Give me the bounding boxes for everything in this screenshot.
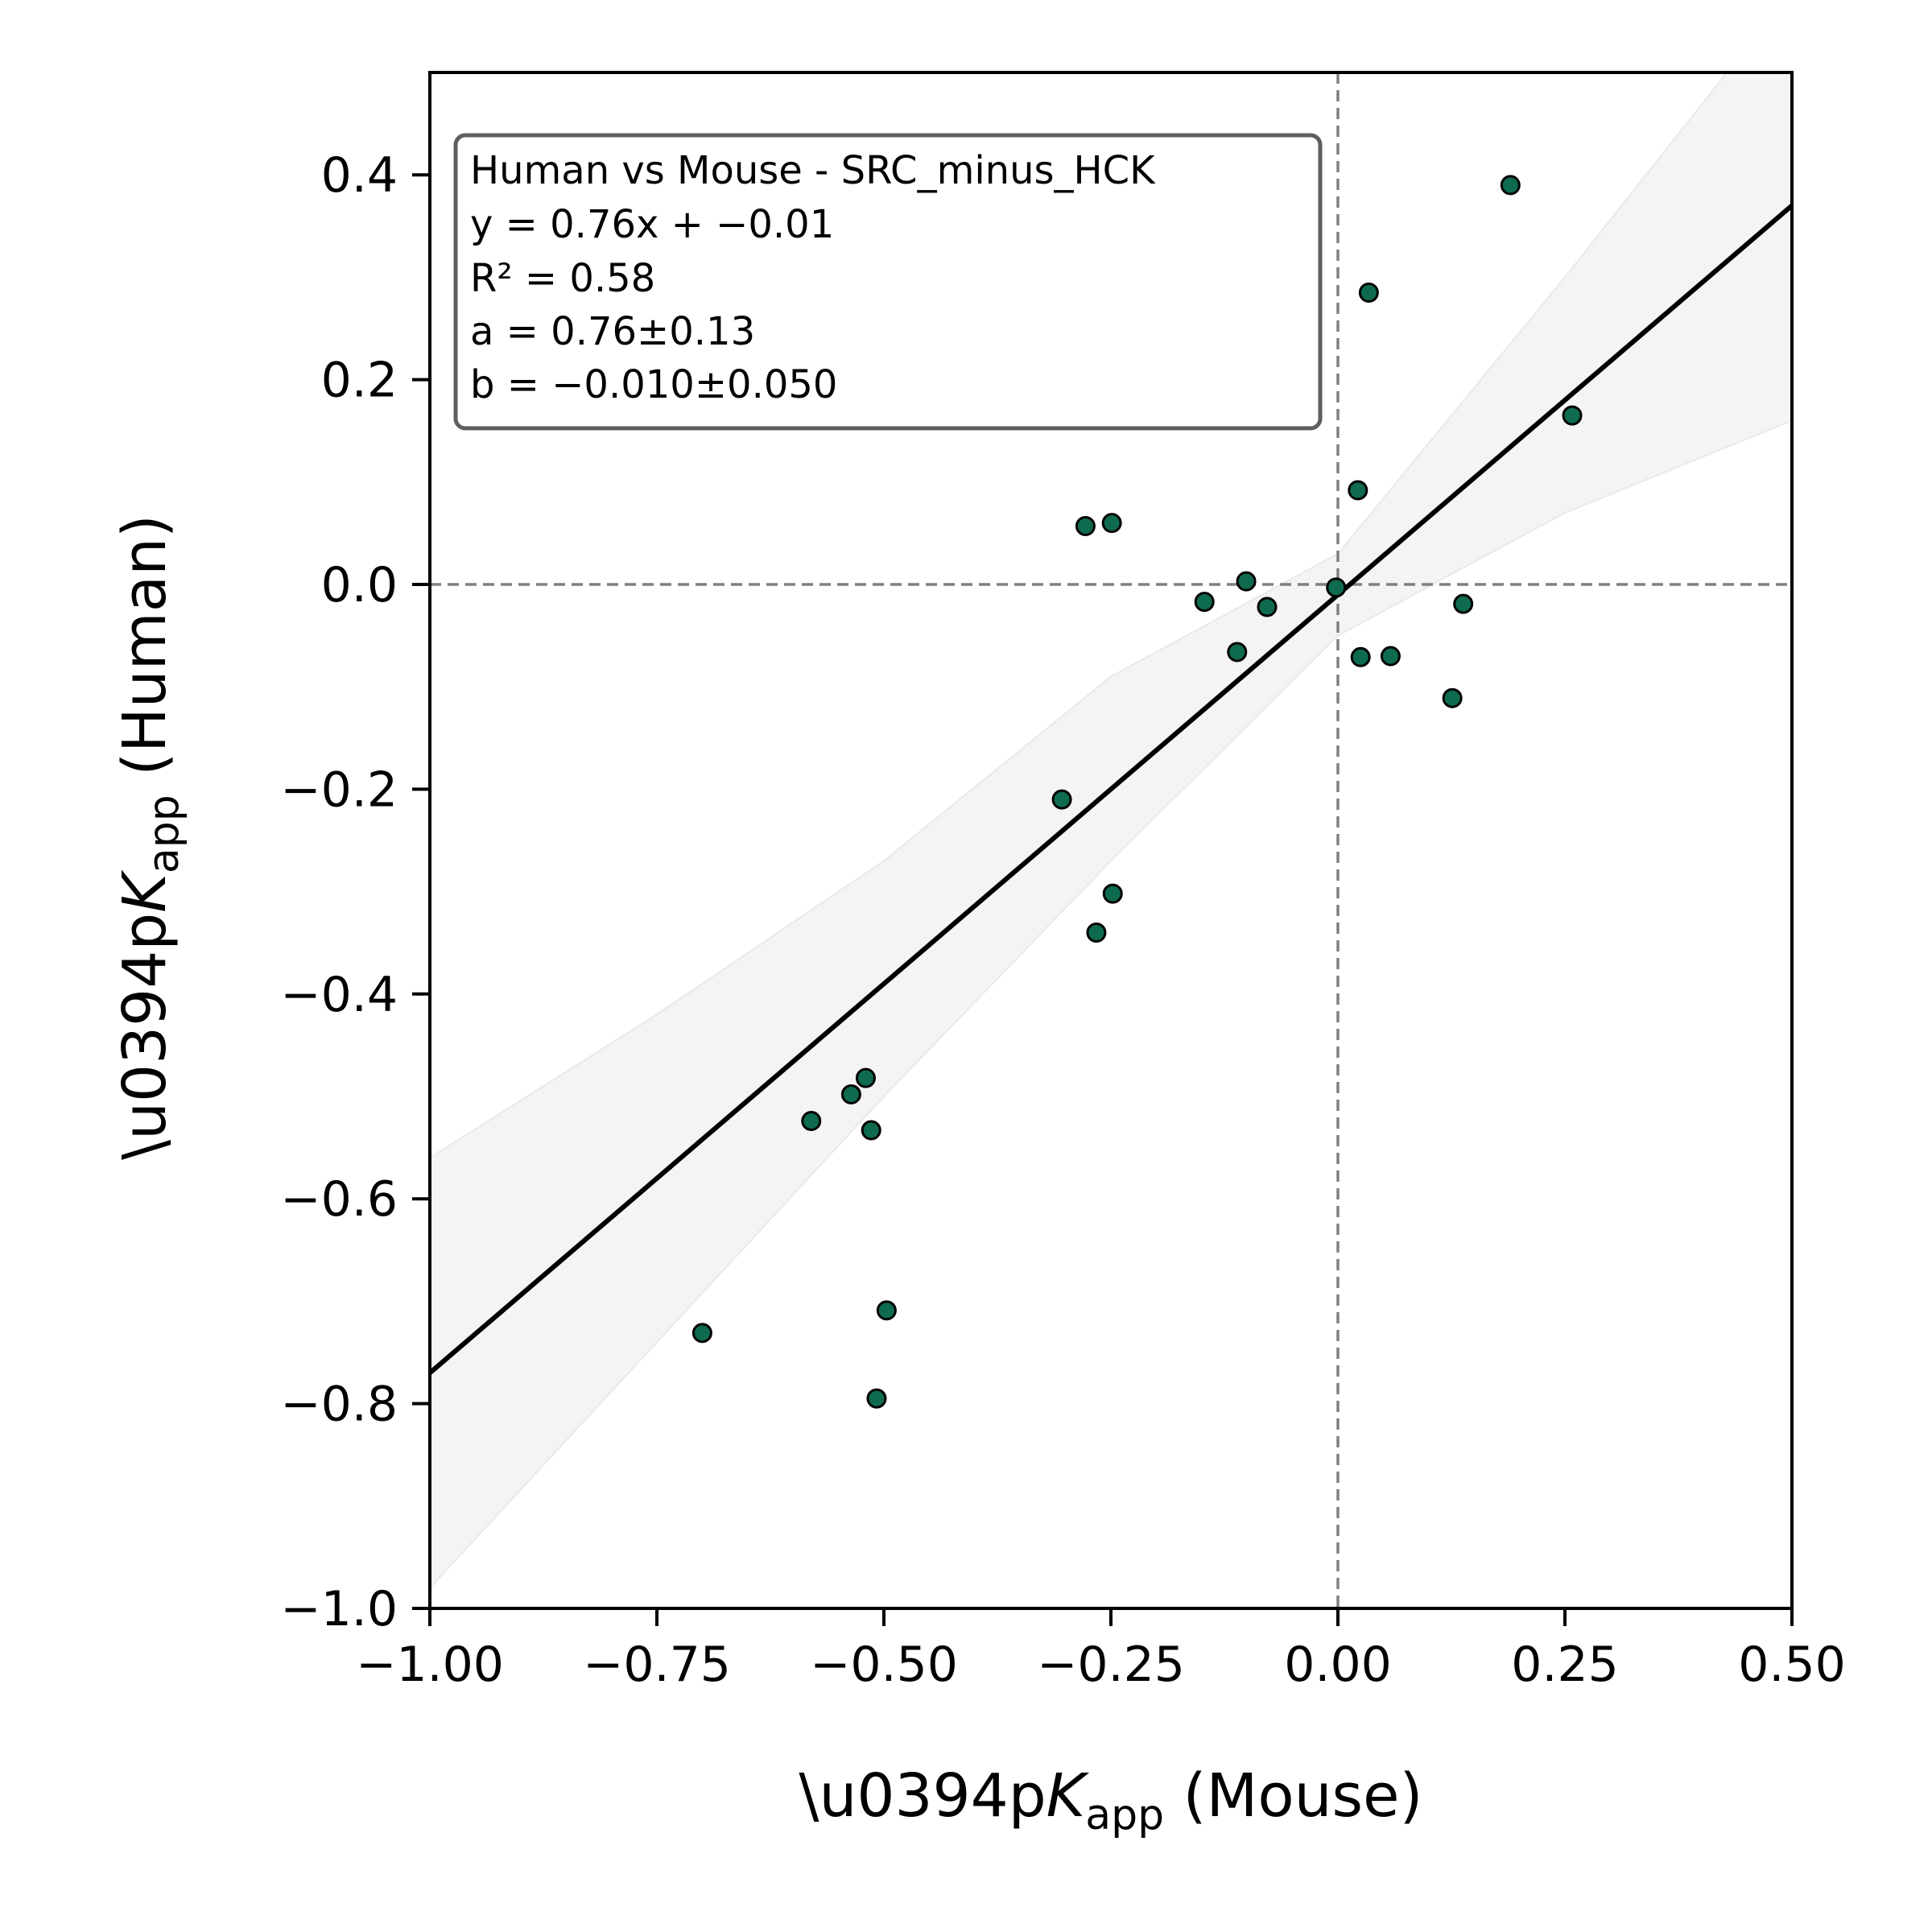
data-point (1453, 593, 1474, 614)
x-tick-label: −0.25 (1037, 1637, 1185, 1693)
x-axis-label-symbol: K (1046, 1761, 1090, 1831)
y-tick-label: 0.4 (321, 147, 398, 204)
data-point (1326, 577, 1347, 598)
data-point (855, 1067, 876, 1088)
x-tick-label: 0.50 (1738, 1637, 1846, 1693)
x-tick-label: 0.25 (1511, 1637, 1619, 1693)
data-point (1348, 480, 1368, 501)
x-axis-label: \u0394pKapp (Mouse) (799, 1761, 1423, 1839)
regression-line (430, 204, 1792, 1375)
y-tick-label: 0.0 (321, 557, 398, 613)
x-tick-label: −0.75 (583, 1637, 731, 1693)
y-tick-label: −0.4 (280, 967, 398, 1023)
stats-r-squared: R² = 0.58 (470, 256, 655, 301)
y-axis-label-prefix: \u0394p (110, 913, 180, 1160)
y-axis-label-subscript: app (140, 795, 188, 873)
data-point (1075, 515, 1096, 536)
x-axis-label-subscript: app (1085, 1791, 1164, 1839)
data-point (866, 1388, 887, 1409)
data-point (1257, 597, 1278, 617)
data-point (861, 1120, 881, 1141)
stats-box: Human vs Mouse - SRC_minus_HCK y = 0.76x… (453, 133, 1323, 431)
stats-slope: a = 0.76±0.13 (470, 309, 755, 354)
stats-equation: y = 0.76x + −0.01 (470, 202, 834, 247)
data-point (691, 1323, 712, 1344)
data-point (1380, 646, 1401, 667)
data-point (1101, 513, 1122, 534)
data-point (1562, 405, 1583, 426)
data-point (801, 1111, 822, 1132)
y-axis-ticks: −1.0 −0.8 −0.6 −0.4 −0.2 0.0 0.2 0.4 (280, 147, 430, 1637)
data-point (840, 1084, 861, 1104)
data-point (876, 1300, 897, 1321)
x-tick-label: −0.50 (810, 1637, 958, 1693)
y-tick-label: −0.8 (280, 1377, 398, 1433)
x-tick-label: 0.00 (1284, 1637, 1392, 1693)
y-tick-label: −0.2 (280, 762, 398, 818)
data-point (1350, 646, 1371, 667)
x-axis-label-suffix: (Mouse) (1164, 1761, 1422, 1831)
data-point (1442, 687, 1463, 708)
x-axis-label-prefix: \u0394p (799, 1761, 1046, 1831)
stats-box-frame (453, 133, 1323, 431)
data-point (1500, 175, 1521, 196)
y-axis-label-symbol: K (110, 869, 180, 913)
data-point (1358, 282, 1379, 303)
y-tick-label: 0.2 (321, 353, 398, 409)
x-tick-label: −1.00 (356, 1637, 504, 1693)
data-point (1086, 922, 1107, 943)
data-point (1236, 571, 1257, 592)
data-point (1102, 883, 1123, 904)
y-tick-label: −0.6 (280, 1171, 398, 1228)
plot-area (430, 72, 1792, 1608)
y-axis-label-suffix: (Human) (110, 514, 180, 795)
y-axis-label: \u0394pKapp (Human) (110, 514, 188, 1160)
y-tick-label: −1.0 (280, 1581, 398, 1637)
stats-intercept: b = −0.010±0.050 (470, 362, 837, 407)
stats-title: Human vs Mouse - SRC_minus_HCK (470, 148, 1156, 193)
data-point (1051, 789, 1072, 810)
confidence-band (430, 72, 1792, 1590)
data-point (1194, 592, 1215, 613)
data-point (1227, 642, 1248, 663)
data-points (691, 175, 1583, 1409)
x-axis-ticks: −1.00 −0.75 −0.50 −0.25 0.00 0.25 0.50 (356, 1608, 1846, 1693)
